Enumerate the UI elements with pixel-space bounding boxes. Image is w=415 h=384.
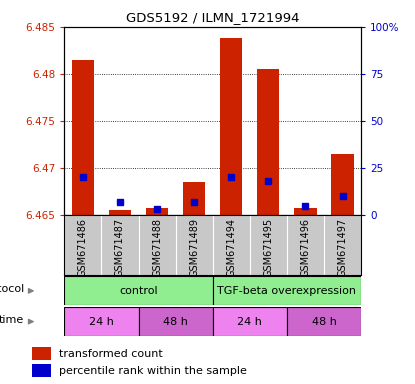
Text: time: time: [0, 315, 24, 325]
Bar: [257, 69, 279, 215]
Bar: [332, 154, 354, 215]
Text: 24 h: 24 h: [89, 316, 114, 327]
Bar: [64, 307, 139, 336]
Text: protocol: protocol: [0, 285, 24, 295]
Text: GSM671494: GSM671494: [226, 218, 236, 277]
Bar: [109, 210, 131, 215]
Bar: [139, 307, 213, 336]
Bar: [220, 38, 242, 215]
Text: TGF-beta overexpression: TGF-beta overexpression: [217, 286, 356, 296]
Bar: [213, 307, 287, 336]
Text: GSM671496: GSM671496: [300, 218, 310, 277]
Text: 48 h: 48 h: [312, 316, 337, 327]
Bar: [32, 347, 51, 360]
Bar: [72, 60, 94, 215]
Text: GSM671486: GSM671486: [78, 218, 88, 277]
Text: GSM671495: GSM671495: [264, 218, 273, 277]
Title: GDS5192 / ILMN_1721994: GDS5192 / ILMN_1721994: [126, 11, 300, 24]
Bar: [213, 276, 361, 305]
Text: 48 h: 48 h: [163, 316, 188, 327]
Text: control: control: [119, 286, 158, 296]
Text: GSM671487: GSM671487: [115, 218, 125, 277]
Bar: [32, 364, 51, 377]
Text: transformed count: transformed count: [59, 349, 163, 359]
Text: GSM671489: GSM671489: [189, 218, 199, 277]
Text: percentile rank within the sample: percentile rank within the sample: [59, 366, 247, 376]
Bar: [64, 276, 213, 305]
Bar: [294, 207, 317, 215]
Text: GSM671497: GSM671497: [337, 218, 347, 277]
Text: 24 h: 24 h: [237, 316, 262, 327]
Bar: [146, 207, 168, 215]
Bar: [183, 182, 205, 215]
Bar: [287, 307, 361, 336]
Text: GSM671488: GSM671488: [152, 218, 162, 277]
